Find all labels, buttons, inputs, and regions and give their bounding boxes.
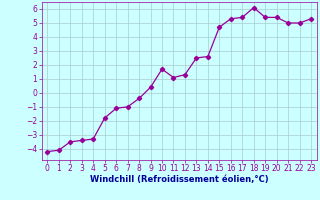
X-axis label: Windchill (Refroidissement éolien,°C): Windchill (Refroidissement éolien,°C) xyxy=(90,175,268,184)
